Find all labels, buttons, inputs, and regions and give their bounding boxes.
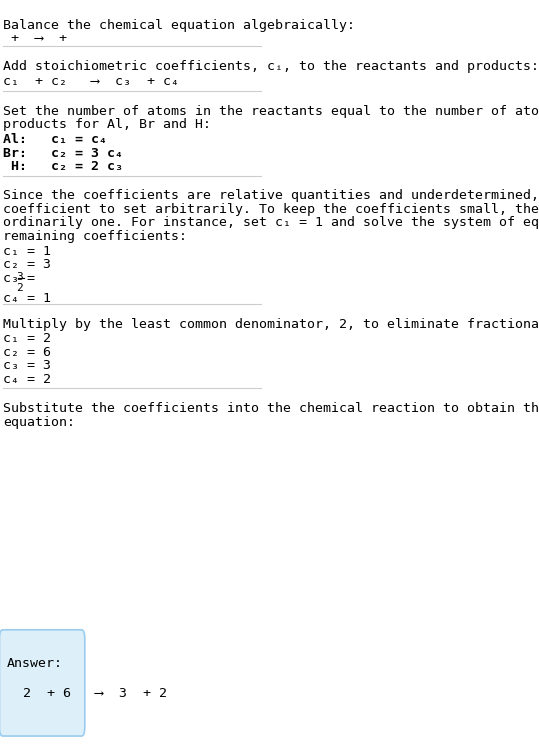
Text: +  ⟶  +: + ⟶ + <box>3 32 75 45</box>
Text: c₁ = 1: c₁ = 1 <box>3 245 51 257</box>
Text: Since the coefficients are relative quantities and underdetermined, choose a: Since the coefficients are relative quan… <box>3 189 539 202</box>
Text: coefficient to set arbitrarily. To keep the coefficients small, the arbitrary va: coefficient to set arbitrarily. To keep … <box>3 203 539 215</box>
Text: c₃ = 3: c₃ = 3 <box>3 359 51 372</box>
Text: c₃ =: c₃ = <box>3 272 44 284</box>
Text: H:   c₂ = 2 c₃: H: c₂ = 2 c₃ <box>3 160 123 173</box>
Text: c₄ = 1: c₄ = 1 <box>3 292 51 304</box>
Text: c₄ = 2: c₄ = 2 <box>3 373 51 385</box>
Text: remaining coefficients:: remaining coefficients: <box>3 230 188 242</box>
Text: Al:   c₁ = c₄: Al: c₁ = c₄ <box>3 133 107 146</box>
Text: products for Al, Br and H:: products for Al, Br and H: <box>3 118 211 131</box>
Text: c₂ = 6: c₂ = 6 <box>3 346 51 358</box>
Text: ordinarily one. For instance, set c₁ = 1 and solve the system of equations for t: ordinarily one. For instance, set c₁ = 1… <box>3 216 539 229</box>
Text: c₁  + c₂   ⟶  c₃  + c₄: c₁ + c₂ ⟶ c₃ + c₄ <box>3 75 179 88</box>
Text: Add stoichiometric coefficients, cᵢ, to the reactants and products:: Add stoichiometric coefficients, cᵢ, to … <box>3 60 539 73</box>
Text: Answer:: Answer: <box>6 657 63 669</box>
FancyBboxPatch shape <box>0 630 85 736</box>
Text: c₂ = 3: c₂ = 3 <box>3 258 51 271</box>
Text: c₁ = 2: c₁ = 2 <box>3 332 51 345</box>
Text: Set the number of atoms in the reactants equal to the number of atoms in the: Set the number of atoms in the reactants… <box>3 105 539 117</box>
Text: 3: 3 <box>16 272 23 281</box>
Text: equation:: equation: <box>3 416 75 429</box>
Text: Br:   c₂ = 3 c₄: Br: c₂ = 3 c₄ <box>3 147 123 159</box>
Text: 2  + 6   ⟶  3  + 2: 2 + 6 ⟶ 3 + 2 <box>6 687 167 699</box>
Text: 2: 2 <box>16 283 23 293</box>
Text: Balance the chemical equation algebraically:: Balance the chemical equation algebraica… <box>3 19 355 31</box>
Text: Multiply by the least common denominator, 2, to eliminate fractional coefficient: Multiply by the least common denominator… <box>3 318 539 331</box>
Text: Substitute the coefficients into the chemical reaction to obtain the balanced: Substitute the coefficients into the che… <box>3 402 539 415</box>
